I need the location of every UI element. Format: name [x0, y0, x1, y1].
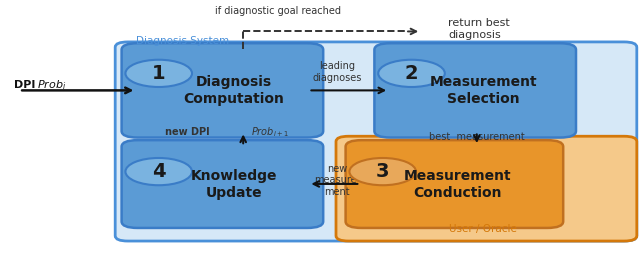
Text: $\mathit{Prob}_{i+1}$: $\mathit{Prob}_{i+1}$: [251, 125, 289, 139]
FancyArrowPatch shape: [22, 88, 131, 93]
FancyBboxPatch shape: [115, 42, 637, 241]
Text: Diagnosis
Computation: Diagnosis Computation: [183, 75, 284, 106]
FancyBboxPatch shape: [346, 140, 563, 228]
Text: 3: 3: [376, 162, 390, 181]
Text: best  measurement: best measurement: [429, 132, 525, 142]
FancyArrowPatch shape: [241, 137, 246, 143]
Circle shape: [378, 60, 445, 87]
Text: User / Oracle: User / Oracle: [449, 225, 517, 234]
Text: Knowledge
Update: Knowledge Update: [190, 169, 277, 200]
FancyArrowPatch shape: [408, 29, 416, 34]
FancyBboxPatch shape: [122, 140, 323, 228]
Text: $\mathit{Prob}_i$: $\mathit{Prob}_i$: [37, 78, 67, 92]
FancyArrowPatch shape: [311, 88, 384, 93]
Text: return best
diagnosis: return best diagnosis: [448, 18, 509, 40]
Text: Diagnosis System: Diagnosis System: [136, 36, 229, 46]
FancyBboxPatch shape: [336, 136, 637, 241]
FancyArrowPatch shape: [314, 181, 358, 187]
Circle shape: [125, 158, 192, 185]
Circle shape: [125, 60, 192, 87]
Text: new
measure-
ment: new measure- ment: [314, 164, 360, 197]
Text: 4: 4: [152, 162, 166, 181]
Text: new DPI: new DPI: [165, 127, 210, 137]
Text: leading
diagnoses: leading diagnoses: [312, 61, 362, 83]
FancyBboxPatch shape: [122, 43, 323, 138]
Text: Measurement
Selection: Measurement Selection: [429, 75, 537, 106]
Text: if diagnostic goal reached: if diagnostic goal reached: [216, 6, 341, 16]
Text: 1: 1: [152, 64, 166, 83]
FancyBboxPatch shape: [374, 43, 576, 138]
Text: 2: 2: [404, 64, 419, 83]
FancyArrowPatch shape: [474, 134, 479, 141]
Circle shape: [349, 158, 416, 185]
Text: DPI: DPI: [14, 80, 35, 90]
Text: Measurement
Conduction: Measurement Conduction: [404, 169, 511, 200]
